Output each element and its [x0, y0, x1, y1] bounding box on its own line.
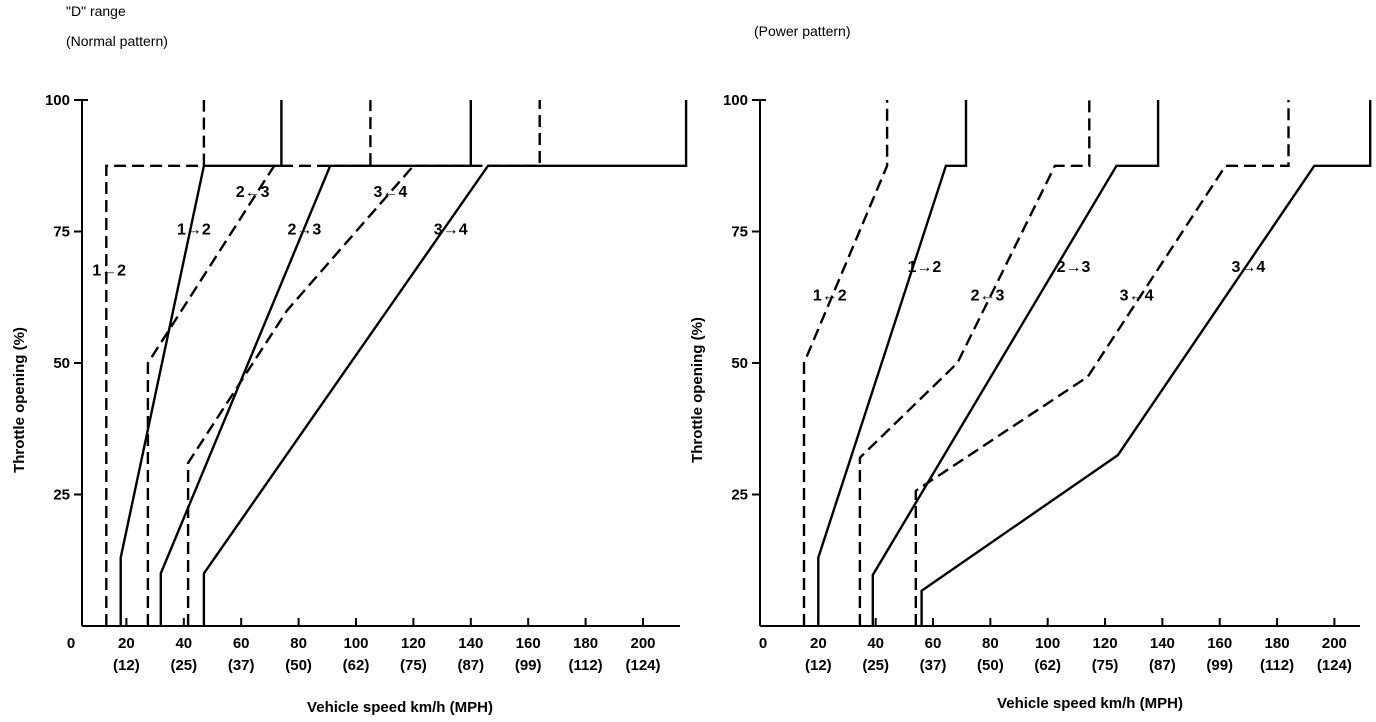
- shift-annotation: 2←3: [971, 288, 1005, 305]
- x-tick-label: 80: [290, 635, 307, 652]
- shift-annotation: 1←2: [92, 262, 126, 279]
- shift-annotation: 1→2: [908, 259, 942, 276]
- shift-annotation: 3→4: [434, 221, 468, 238]
- x-mph-label: (62): [343, 657, 370, 674]
- series-line-3-4-downshift: [914, 100, 1290, 626]
- x-mph-label: (112): [1260, 657, 1294, 674]
- shift-annotation: 1→2: [177, 221, 211, 238]
- shift-annotation: 1←2: [813, 288, 847, 305]
- y-tick-label: 25: [53, 487, 70, 504]
- x-mph-label: (124): [625, 657, 660, 674]
- x-tick-label: 200: [1322, 635, 1347, 652]
- x-tick-label: 20: [118, 635, 135, 652]
- x-mph-label: (50): [977, 657, 1004, 674]
- y-tick-label: 50: [731, 355, 748, 372]
- x-mph-label: (62): [1034, 657, 1061, 674]
- x-mph-label: (99): [1206, 657, 1233, 674]
- x-axis-label: Vehicle speed km/h (MPH): [997, 695, 1183, 712]
- y-tick-label: 50: [53, 355, 70, 372]
- x-mph-label: (12): [113, 657, 140, 674]
- x-tick-label: 40: [175, 635, 192, 652]
- x-mph-label: (12): [805, 657, 832, 674]
- x-mph-label: (37): [228, 657, 255, 674]
- x-mph-label: (50): [285, 657, 312, 674]
- x-tick-label: 200: [630, 635, 655, 652]
- x-tick-label: 80: [982, 635, 999, 652]
- series-line-1-2-upshift: [119, 100, 283, 626]
- series-line-3-4-downshift: [186, 100, 541, 626]
- chart-title: "D" range: [66, 3, 126, 19]
- x-mph-label: (75): [400, 657, 427, 674]
- x-mph-label: (112): [568, 657, 602, 674]
- x-tick-label: 20: [810, 635, 827, 652]
- x-tick-label: 140: [458, 635, 483, 652]
- series-line-1-2-upshift: [817, 100, 968, 626]
- y-tick-label: 25: [731, 487, 748, 504]
- chart-subtitle: (Normal pattern): [66, 33, 168, 49]
- series-line-2-3-upshift: [871, 100, 1160, 626]
- shift-annotation: 3←4: [1120, 288, 1154, 305]
- x-tick-label: 60: [925, 635, 942, 652]
- x-tick-label: 120: [401, 635, 426, 652]
- x-tick-label: 100: [343, 635, 368, 652]
- series-line-2-3-upshift: [159, 100, 472, 626]
- series-line-2-3-downshift: [146, 100, 372, 626]
- shift-annotation: 3←4: [374, 184, 408, 201]
- shift-annotation: 3→4: [1231, 259, 1265, 276]
- x-mph-label: (37): [920, 657, 947, 674]
- x-tick-label: 100: [1035, 635, 1060, 652]
- x-mph-label: (25): [170, 657, 197, 674]
- x-tick-label: 0: [759, 635, 767, 652]
- series-line-2-3-downshift: [858, 100, 1091, 626]
- y-axis-label: Throttle opening (%): [689, 317, 706, 463]
- shift-annotation: 2←3: [236, 184, 270, 201]
- x-tick-label: 140: [1150, 635, 1175, 652]
- x-mph-label: (87): [457, 657, 484, 674]
- x-tick-label: 60: [233, 635, 250, 652]
- x-tick-label: 160: [516, 635, 541, 652]
- chart-title: (Power pattern): [754, 23, 850, 39]
- power-pattern-chart: (Power pattern) Vehicle speed km/h (MPH)…: [689, 23, 1372, 712]
- series-line-3-4-upshift: [202, 100, 688, 626]
- x-axis-label: Vehicle speed km/h (MPH): [307, 699, 493, 716]
- x-mph-label: (75): [1092, 657, 1119, 674]
- y-axis-label: Throttle opening (%): [11, 327, 28, 473]
- x-mph-label: (99): [515, 657, 542, 674]
- x-mph-label: (87): [1149, 657, 1176, 674]
- shift-annotation: 2→3: [287, 221, 321, 238]
- series-line-1-2-downshift: [802, 100, 889, 626]
- x-tick-label: 180: [1265, 635, 1290, 652]
- series-line-3-4-upshift: [920, 100, 1372, 626]
- x-tick-label: 0: [67, 635, 75, 652]
- y-tick-label: 100: [723, 92, 748, 109]
- y-tick-label: 75: [731, 224, 748, 241]
- normal-pattern-chart: "D" range (Normal pattern) Vehicle speed…: [11, 3, 688, 716]
- shift-annotation: 2→3: [1057, 259, 1091, 276]
- x-mph-label: (124): [1317, 657, 1352, 674]
- x-tick-label: 180: [573, 635, 598, 652]
- series-line-1-2-downshift: [105, 100, 206, 626]
- x-mph-label: (25): [862, 657, 889, 674]
- x-tick-label: 160: [1207, 635, 1232, 652]
- x-tick-label: 40: [867, 635, 884, 652]
- x-tick-label: 120: [1093, 635, 1118, 652]
- y-tick-label: 75: [53, 224, 70, 241]
- y-tick-label: 100: [45, 92, 70, 109]
